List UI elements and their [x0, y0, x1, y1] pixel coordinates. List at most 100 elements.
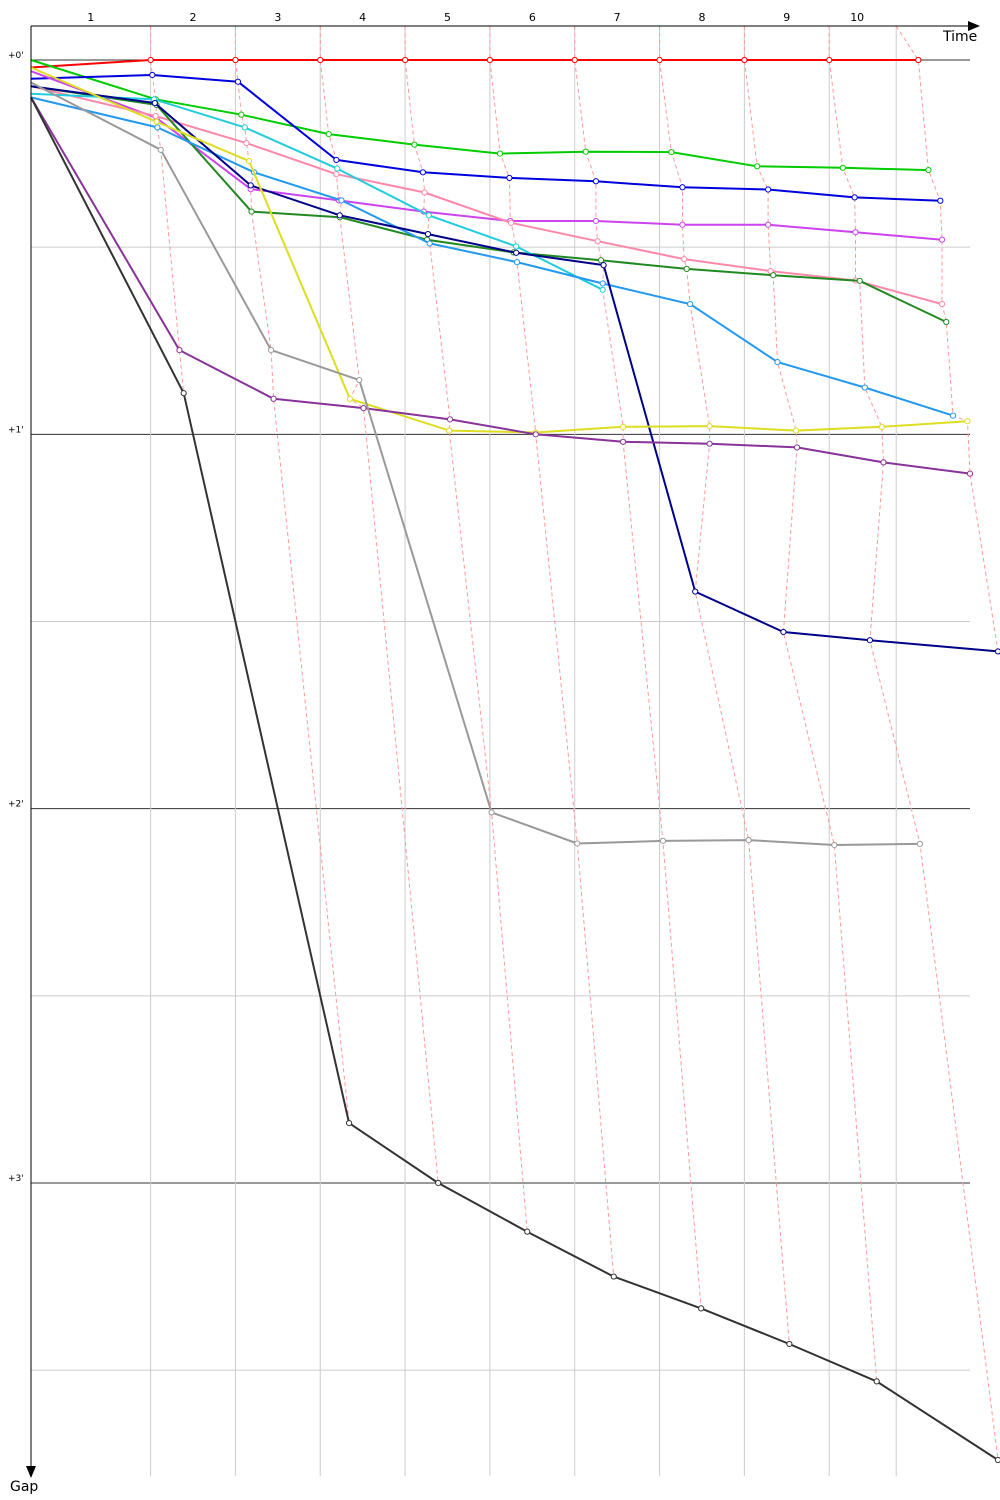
data-point [446, 416, 454, 423]
data-point [247, 182, 254, 189]
data-point [949, 412, 957, 419]
data-point [964, 418, 971, 425]
data-point [668, 148, 675, 156]
gap-axis-arrow-icon [26, 1466, 36, 1478]
series-12 [30, 81, 924, 849]
data-point [592, 217, 600, 225]
data-point [861, 384, 868, 391]
data-point [267, 347, 275, 354]
data-point [851, 194, 858, 201]
data-point [424, 230, 432, 238]
data-point [513, 249, 520, 256]
data-point [852, 229, 859, 236]
data-point [238, 111, 245, 118]
series-lines [30, 56, 1000, 1464]
data-point [793, 444, 801, 451]
data-point [770, 272, 777, 279]
data-point [157, 146, 164, 153]
data-point [147, 56, 154, 64]
data-point [425, 212, 432, 219]
time-axis-arrow-icon [968, 21, 980, 31]
data-point [248, 208, 255, 215]
series-line [30, 96, 954, 417]
data-point [151, 99, 158, 107]
data-point [245, 157, 253, 165]
data-point [753, 163, 761, 170]
lap-label: 3 [274, 11, 281, 24]
data-point [681, 256, 688, 263]
data-point [878, 423, 885, 430]
data-point [873, 1378, 880, 1385]
data-point [317, 56, 324, 64]
data-point [831, 841, 838, 849]
data-point [356, 376, 363, 384]
data-point [765, 186, 772, 193]
data-point [149, 71, 156, 79]
lap-label: 8 [698, 11, 705, 24]
lap-guide-dashed [895, 25, 999, 652]
data-point [582, 148, 589, 155]
data-point [334, 165, 341, 172]
series-1 [30, 56, 922, 69]
data-point [401, 56, 409, 64]
axes: Time Gap [10, 21, 980, 1495]
series-13 [30, 96, 1000, 1464]
data-point [937, 197, 944, 204]
data-point [411, 141, 418, 148]
data-point [486, 56, 494, 64]
data-point [574, 840, 581, 847]
data-point [692, 588, 699, 595]
data-point [679, 221, 686, 228]
data-point [679, 184, 686, 191]
data-point [513, 243, 520, 250]
data-point [496, 150, 504, 157]
series-11 [30, 96, 974, 477]
data-point [508, 219, 515, 226]
minor-gridlines [31, 246, 970, 1371]
series-9 [30, 85, 1000, 655]
lap-label: 2 [190, 11, 197, 24]
data-point [706, 440, 713, 447]
data-point [346, 395, 354, 402]
data-point [856, 277, 863, 284]
data-point [686, 300, 694, 308]
data-point [333, 171, 340, 178]
data-point [234, 78, 242, 85]
data-point [506, 174, 513, 182]
data-point [152, 113, 159, 120]
data-point [154, 124, 161, 131]
gap-tick-label: +2' [8, 800, 24, 810]
data-point [994, 1456, 1000, 1464]
data-point [925, 166, 932, 174]
data-point [966, 470, 974, 477]
gap-tick-label: +1' [8, 425, 24, 435]
data-point [571, 56, 578, 64]
series-8 [30, 96, 957, 419]
data-point [745, 837, 752, 844]
data-point [176, 347, 183, 354]
data-point [698, 1305, 705, 1312]
data-point [599, 280, 606, 287]
time-axis-title: Time [942, 29, 977, 45]
data-point [513, 259, 521, 266]
data-point [786, 1340, 793, 1348]
data-point [938, 236, 946, 243]
data-point [938, 300, 946, 308]
data-point [839, 164, 846, 171]
data-point [880, 459, 887, 466]
data-point [943, 318, 950, 326]
data-point [610, 1273, 617, 1280]
lap-guide-dashed [489, 26, 615, 1277]
data-point [619, 438, 627, 445]
series-7 [30, 92, 606, 293]
data-point [180, 390, 187, 397]
data-point [656, 56, 663, 64]
data-point [599, 286, 606, 293]
data-point [592, 178, 600, 185]
series-line [30, 96, 999, 1461]
gap-tick-labels: +0' +1' +2' +3' [8, 51, 24, 1184]
data-point [232, 56, 239, 64]
data-point [659, 837, 667, 844]
data-point [741, 56, 748, 64]
